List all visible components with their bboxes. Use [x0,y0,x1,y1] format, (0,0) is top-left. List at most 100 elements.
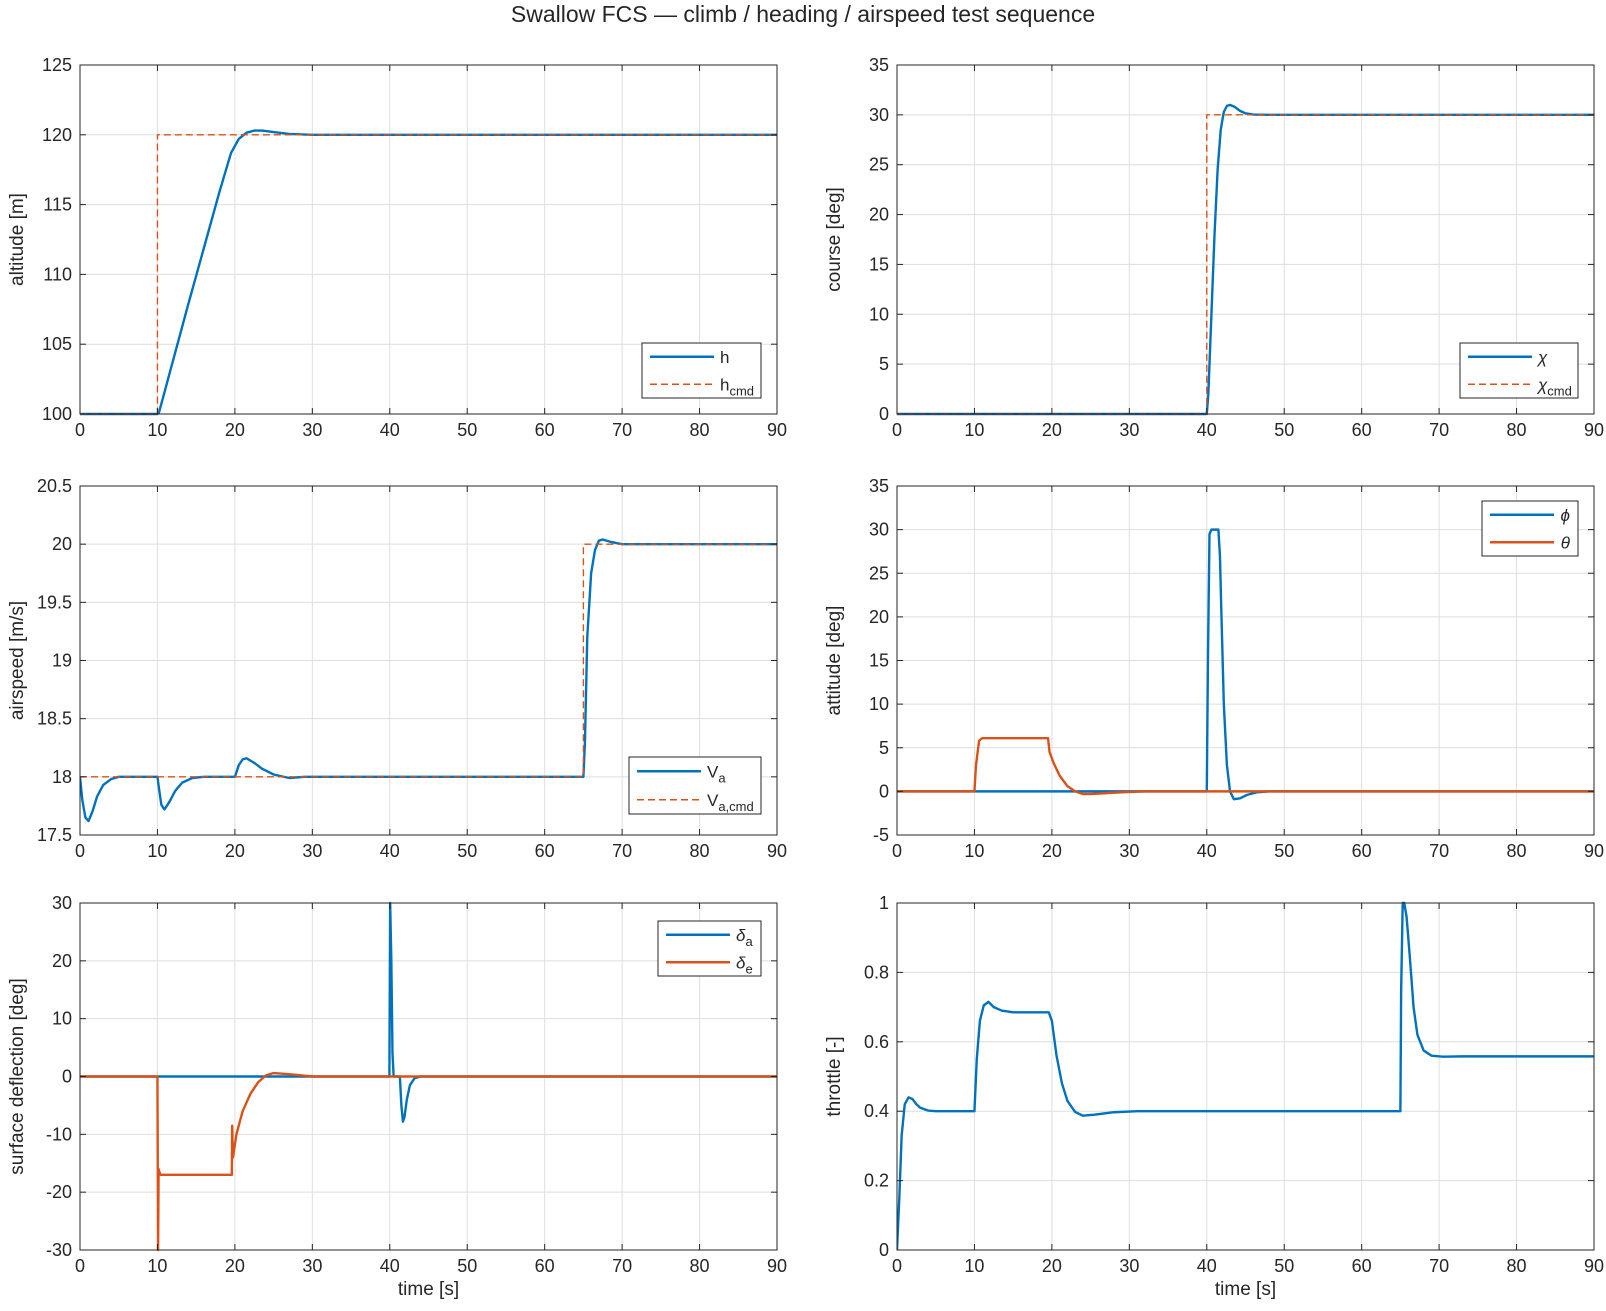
x-tick-label: 10 [964,420,984,440]
legend-box [641,342,762,399]
x-tick-label: 30 [1119,841,1139,861]
y-tick-label: 10 [869,694,889,714]
x-axis-label: time [s] [1215,1279,1276,1300]
y-tick-label: 20 [869,205,889,225]
y-tick-label: 18 [52,767,72,787]
plot-area [897,903,1594,1250]
x-tick-label: 10 [147,841,167,861]
x-tick-label: 20 [225,841,245,861]
x-tick-label: 90 [1584,420,1604,440]
series-group [897,901,1594,1251]
x-tick-label: 10 [147,1256,167,1276]
x-tick-label: 80 [1507,420,1527,440]
y-tick-label: 125 [42,55,72,75]
chart-surface-deflection: 0 10 20 30 40 50 60 70 80 90 -30 -20 -10 0 10 20 30 surfa… [7,893,787,1300]
series-line-0 [80,901,777,1123]
y-axis-label: altitude [m] [7,193,28,286]
axes-box [896,64,1595,415]
x-tick-label: 60 [535,1256,555,1276]
x-tick-label: 90 [1584,1256,1604,1276]
legend: ϕθ [1481,500,1579,557]
y-tick-label: 0 [879,781,889,801]
y-tick-label: 30 [52,893,72,913]
series-line-1 [80,1071,777,1252]
y-axis-label: attitude [deg] [824,606,845,716]
x-tick-label: 80 [1507,841,1527,861]
y-tick-label: 0 [62,1067,72,1087]
x-tick-label: 30 [302,1256,322,1276]
y-axis-label: airspeed [m/s] [7,601,28,720]
x-tick-label: 0 [75,841,85,861]
x-tick-label: 40 [1197,1256,1217,1276]
y-tick-label: 5 [879,354,889,374]
y-tick-label: 19 [52,651,72,671]
x-tick-label: 70 [1429,420,1449,440]
legend-box [657,920,762,977]
figure-title: Swallow FCS — climb / heading / airspeed… [511,1,1095,27]
x-tick-label: 70 [1429,1256,1449,1276]
series-group [80,901,777,1252]
y-tick-label: 0.2 [864,1171,889,1191]
x-tick-label: 60 [535,841,555,861]
y-tick-label: 20.5 [37,476,72,496]
x-tick-label: 50 [1274,420,1294,440]
series-line-0 [897,103,1594,416]
x-tick-label: 0 [892,841,902,861]
series-line-1 [80,543,777,778]
y-tick-label: -5 [873,825,889,845]
x-tick-label: 30 [302,841,322,861]
x-tick-label: 40 [380,841,400,861]
y-tick-label: 30 [869,105,889,125]
y-tick-label: 30 [869,520,889,540]
series-group [897,528,1594,801]
x-tick-label: 60 [1352,841,1372,861]
x-tick-label: 40 [380,420,400,440]
x-tick-label: 60 [535,420,555,440]
y-tick-label: 120 [42,125,72,145]
x-tick-label: 80 [690,841,710,861]
y-tick-label: 25 [869,155,889,175]
x-tick-label: 70 [612,1256,632,1276]
x-tick-label: 20 [1042,841,1062,861]
x-tick-label: 30 [1119,1256,1139,1276]
x-tick-label: 0 [75,420,85,440]
x-tick-label: 10 [964,1256,984,1276]
x-tick-label: 40 [1197,420,1217,440]
y-tick-label: 18.5 [37,709,72,729]
y-tick-label: 0 [879,404,889,424]
x-tick-label: 20 [225,1256,245,1276]
x-tick-label: 70 [612,420,632,440]
chart-altitude: 0 10 20 30 40 50 60 70 80 90 100 105 110 115 120 125 alt… [7,55,787,440]
y-tick-label: 110 [43,264,72,284]
legend-box [1459,342,1579,399]
x-tick-label: 50 [457,841,477,861]
x-tick-label: 90 [767,420,787,440]
x-axis-label: time [s] [398,1279,459,1300]
x-tick-label: 20 [1042,1256,1062,1276]
y-tick-label: 35 [869,476,889,496]
x-tick-label: 30 [1119,420,1139,440]
x-tick-label: 30 [302,420,322,440]
x-tick-label: 80 [690,420,710,440]
y-axis-label: course [deg] [824,187,845,292]
legend-label: χ [1536,348,1548,367]
y-tick-label: 15 [869,254,889,274]
x-tick-label: 80 [690,1256,710,1276]
x-tick-label: 60 [1352,1256,1372,1276]
series-line-0 [897,528,1594,801]
axes-box [896,902,1595,1251]
chart-airspeed: 0 10 20 30 40 50 60 70 80 90 17.5 18 18.5 19 19.5 20 20.… [7,476,787,861]
legend-box [1481,500,1579,557]
x-tick-label: 0 [75,1256,85,1276]
x-tick-label: 40 [380,1256,400,1276]
series-line-0 [897,901,1594,1251]
y-tick-label: -20 [46,1182,72,1202]
y-tick-label: 105 [42,334,72,354]
x-tick-label: 10 [147,420,167,440]
x-tick-label: 70 [612,841,632,861]
